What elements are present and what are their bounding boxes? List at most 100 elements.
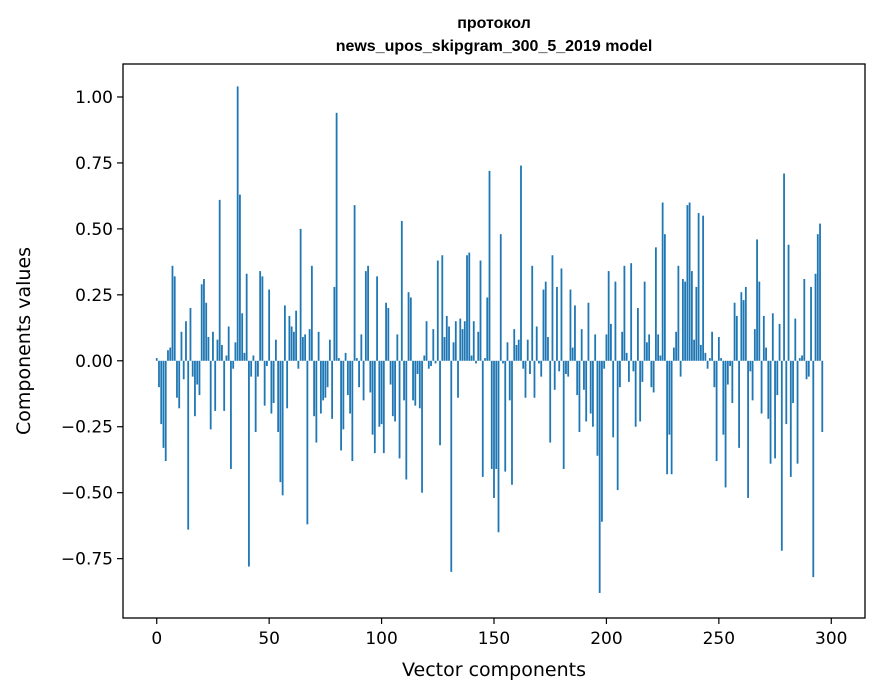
bar-28	[218, 199, 221, 361]
bar-175	[549, 360, 552, 443]
x-tick-label: 100	[365, 629, 397, 649]
bar-234	[681, 279, 684, 361]
bar-115	[414, 360, 417, 406]
bar-153	[499, 234, 502, 361]
bar-243	[702, 215, 705, 361]
bar-150	[493, 360, 495, 498]
bar-40	[245, 273, 248, 361]
bar-108	[398, 360, 401, 459]
bar-45	[257, 360, 259, 377]
bar-217	[643, 281, 646, 361]
bar-51	[270, 360, 273, 414]
bar-189	[580, 329, 583, 361]
bar-207	[621, 331, 624, 361]
bar-253	[724, 360, 727, 488]
bar-261	[742, 300, 745, 361]
bar-245	[706, 360, 709, 369]
bar-46	[259, 271, 262, 361]
bar-139	[468, 252, 471, 361]
bar-176	[551, 255, 554, 361]
bar-105	[391, 360, 394, 417]
bar-271	[765, 347, 767, 361]
bar-177	[553, 360, 556, 390]
bar-67	[306, 360, 309, 525]
bar-58	[286, 360, 289, 409]
bar-296	[821, 360, 824, 433]
bar-121	[427, 360, 430, 369]
bar-214	[637, 308, 639, 361]
bar-187	[576, 360, 579, 396]
bar-154	[502, 360, 504, 364]
bar-94	[367, 265, 369, 361]
bar-256	[731, 360, 734, 403]
bar-72	[317, 331, 320, 361]
bar-260	[740, 292, 743, 361]
bar-191	[585, 360, 588, 422]
bar-62	[295, 310, 298, 361]
bar-88	[353, 205, 356, 361]
bar-83	[342, 360, 345, 430]
bar-160	[515, 344, 518, 361]
bar-239	[693, 339, 696, 361]
bar-30	[223, 360, 226, 411]
bar-21	[203, 279, 205, 361]
bar-181	[562, 360, 565, 469]
bar-230	[672, 347, 675, 361]
bar-29	[221, 344, 223, 361]
bar-144	[479, 260, 482, 361]
bar-52	[272, 360, 275, 403]
bar-112	[407, 292, 410, 361]
x-tick-label: 200	[590, 629, 622, 649]
bar-123	[432, 329, 435, 361]
bar-125	[436, 260, 439, 361]
bar-124	[434, 360, 437, 364]
bar-291	[810, 286, 812, 361]
bar-34	[232, 360, 235, 369]
bar-4	[164, 360, 167, 462]
bar-282	[789, 360, 792, 477]
bar-89	[355, 358, 358, 361]
bar-280	[785, 360, 788, 425]
bar-103	[387, 308, 390, 361]
bar-162	[520, 165, 522, 361]
bar-235	[684, 281, 687, 361]
bar-223	[657, 334, 660, 361]
bar-113	[409, 297, 412, 361]
bar-8	[173, 276, 176, 361]
bar-100	[380, 360, 383, 425]
bar-70	[313, 360, 316, 417]
x-tick-label: 150	[478, 629, 510, 649]
bar-1	[158, 360, 160, 388]
bar-49	[266, 360, 268, 367]
bar-292	[812, 360, 815, 578]
bar-202	[610, 323, 612, 361]
bar-39	[243, 352, 246, 361]
bar-20	[200, 284, 203, 361]
bar-73	[319, 360, 322, 414]
bar-167	[531, 265, 534, 361]
bar-81	[337, 358, 340, 361]
bar-107	[396, 334, 399, 361]
bar-145	[481, 360, 484, 477]
bar-129	[445, 315, 448, 361]
bar-258	[735, 315, 738, 361]
bar-60	[290, 326, 293, 361]
bar-155	[504, 360, 507, 472]
bar-35	[234, 342, 237, 361]
bar-116	[416, 360, 419, 374]
bar-17	[194, 360, 196, 417]
plot-frame	[122, 63, 866, 619]
bar-218	[646, 342, 648, 361]
bar-226	[663, 234, 666, 361]
bar-132	[452, 342, 455, 361]
bar-190	[583, 360, 585, 390]
bar-68	[308, 329, 311, 361]
bar-287	[801, 355, 803, 361]
bar-43	[252, 355, 255, 361]
bar-141	[472, 321, 475, 361]
bar-233	[679, 360, 682, 377]
bar-69	[310, 265, 313, 361]
bar-262	[744, 286, 747, 361]
bar-65	[301, 337, 304, 361]
bar-157	[508, 360, 511, 401]
